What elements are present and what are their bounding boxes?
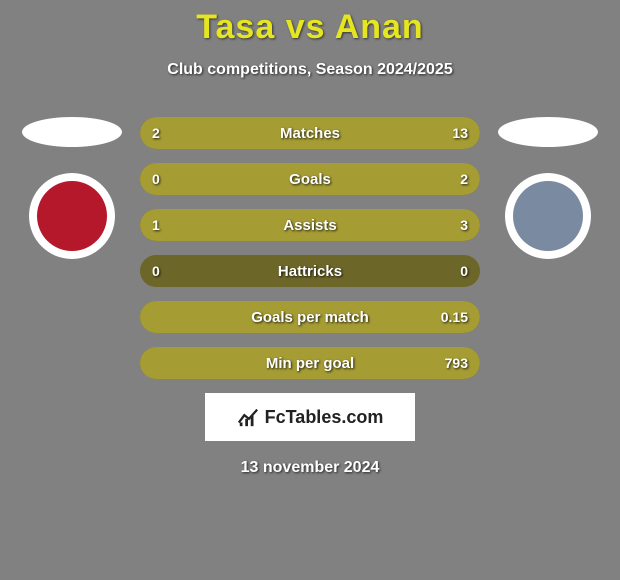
bar-label: Assists — [140, 209, 480, 241]
content-row: 2Matches130Goals21Assists30Hattricks0Goa… — [0, 117, 620, 379]
stat-bar-row: 1Assists3 — [140, 209, 480, 241]
stat-bar-row: 0Goals2 — [140, 163, 480, 195]
bar-value-right: 0.15 — [441, 301, 468, 333]
bar-label: Matches — [140, 117, 480, 149]
right-oval — [498, 117, 598, 147]
bar-value-right: 3 — [460, 209, 468, 241]
stat-bar-row: 2Matches13 — [140, 117, 480, 149]
brand-badge: FcTables.com — [205, 393, 415, 441]
bar-label: Goals — [140, 163, 480, 195]
page-title: Tasa vs Anan — [0, 0, 620, 47]
bar-value-right: 13 — [452, 117, 468, 149]
date-text: 13 november 2024 — [0, 459, 620, 477]
right-team-badge — [505, 173, 591, 259]
bar-label: Hattricks — [140, 255, 480, 287]
brand-text: FcTables.com — [265, 407, 384, 428]
bar-value-right: 0 — [460, 255, 468, 287]
bar-label: Goals per match — [140, 301, 480, 333]
chart-icon — [237, 406, 259, 428]
stat-bars: 2Matches130Goals21Assists30Hattricks0Goa… — [140, 117, 480, 379]
bar-value-right: 793 — [445, 347, 468, 379]
subtitle: Club competitions, Season 2024/2025 — [0, 61, 620, 79]
left-team-badge — [29, 173, 115, 259]
stat-bar-row: Goals per match0.15 — [140, 301, 480, 333]
stat-bar-row: 0Hattricks0 — [140, 255, 480, 287]
left-team-badge-inner — [37, 181, 107, 251]
bar-value-right: 2 — [460, 163, 468, 195]
bar-label: Min per goal — [140, 347, 480, 379]
left-oval — [22, 117, 122, 147]
comparison-infographic: Tasa vs Anan Club competitions, Season 2… — [0, 0, 620, 580]
stat-bar-row: Min per goal793 — [140, 347, 480, 379]
right-team-badge-inner — [513, 181, 583, 251]
left-column — [22, 117, 122, 259]
right-column — [498, 117, 598, 259]
